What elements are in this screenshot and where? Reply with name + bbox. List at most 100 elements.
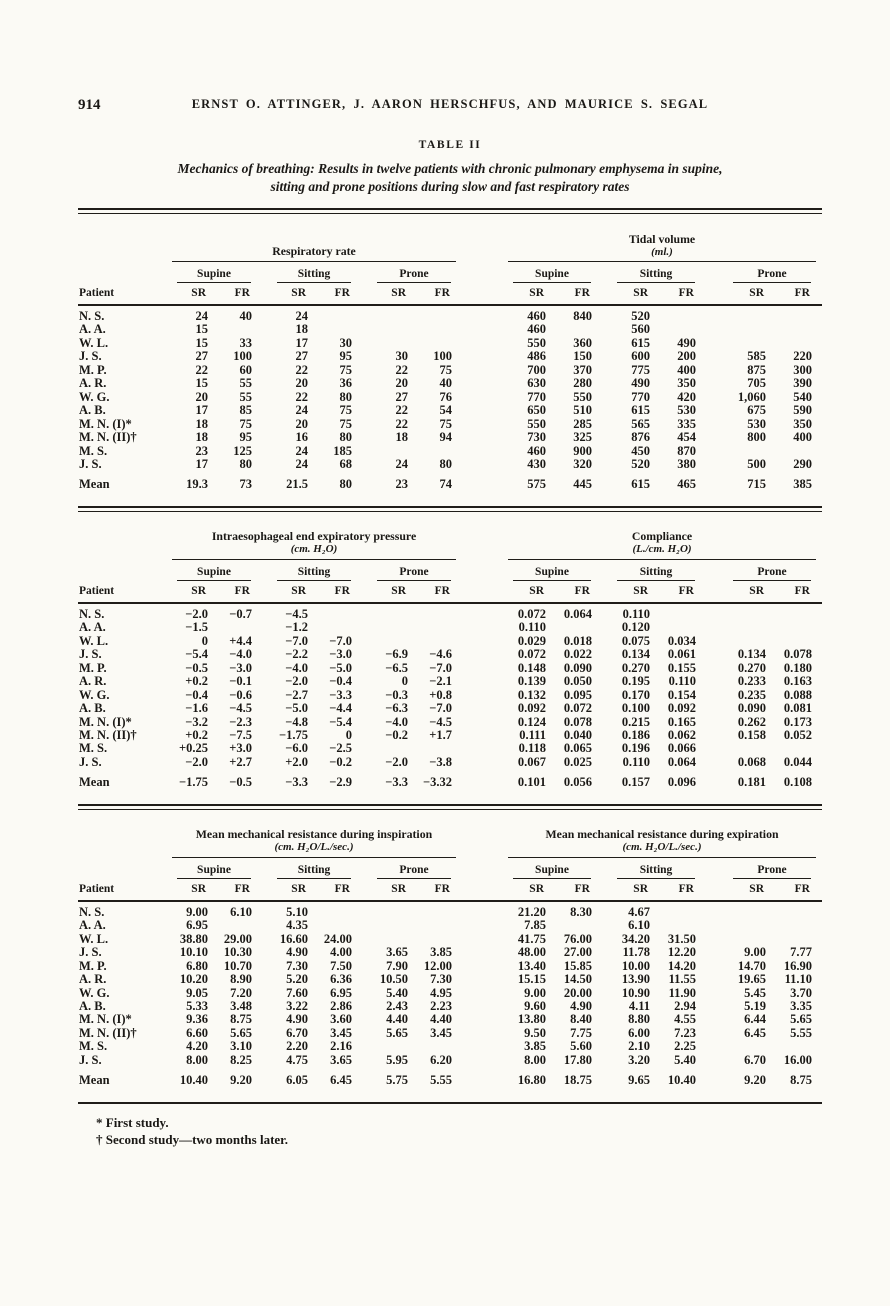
value-cell: 6.36 [330, 972, 352, 987]
spacer [258, 1027, 270, 1040]
value-cell: 80 [239, 456, 253, 471]
spacer [598, 337, 610, 350]
fr-header: FR [434, 584, 450, 597]
spacer [702, 946, 726, 959]
value-cell [726, 635, 772, 648]
value-cell [414, 1040, 458, 1053]
spacer [702, 364, 726, 377]
fr-header: FR [678, 584, 694, 597]
table-title-line1: Mechanics of breathing: Results in twelv… [177, 161, 723, 176]
value-cell: 6.00 [628, 1025, 650, 1040]
spacer [598, 702, 610, 715]
sr-header: SR [291, 882, 306, 895]
table-top-rule [78, 505, 822, 512]
patient-name: M. N. (I)* [79, 714, 132, 729]
spacer [258, 702, 270, 715]
value-cell: −2.9 [329, 775, 352, 790]
value-cell: 11.10 [784, 972, 812, 987]
value-cell: 770 [527, 389, 546, 404]
spacer [458, 776, 506, 789]
value-cell: 27 [395, 389, 409, 404]
value-cell: 2.94 [674, 998, 696, 1013]
value-cell: −7.0 [429, 701, 452, 716]
column-group-title: Compliance [631, 529, 693, 544]
value-cell [214, 323, 258, 336]
value-cell: 23 [195, 443, 209, 458]
value-cell: 8.30 [570, 904, 592, 919]
spacer [258, 404, 270, 417]
patient-name: A. R. [79, 674, 107, 689]
spacer [258, 776, 270, 789]
spacer [358, 1013, 370, 1026]
value-cell [772, 919, 818, 932]
spacer [702, 323, 726, 336]
spacer [598, 621, 610, 634]
value-cell: 15.85 [563, 958, 592, 973]
value-cell: −5.0 [329, 660, 352, 675]
value-cell: 7.75 [570, 1025, 592, 1040]
table-row: M. S. 23 125 24 185 460 900 450 870 [78, 443, 822, 458]
value-cell: 0.134 [621, 647, 650, 662]
spacer [258, 1000, 270, 1013]
position-header-prone: Prone [733, 268, 811, 283]
position-header-supine: Supine [513, 268, 591, 283]
value-cell: 55 [239, 376, 253, 391]
value-cell: 30 [395, 349, 409, 364]
value-cell: 150 [573, 349, 592, 364]
value-cell: +1.7 [429, 727, 452, 742]
value-cell: 14.50 [563, 972, 592, 987]
spacer [702, 933, 726, 946]
value-cell [726, 608, 772, 621]
table-body: N. S. 24 40 24 460 840 520 A. A. 15 18 460 560 W. L.… [78, 306, 822, 492]
value-cell: 0.262 [737, 714, 766, 729]
group-header-row: Mean mechanical resistance during inspir… [78, 817, 822, 858]
value-cell: 0.110 [668, 674, 696, 689]
spacer [258, 350, 270, 363]
value-cell: 36 [339, 376, 353, 391]
column-group-title: Intraesophageal end expiratory pressure [211, 529, 417, 544]
value-cell [656, 323, 702, 336]
value-cell: 20.00 [563, 985, 592, 1000]
spacer [458, 635, 506, 648]
value-cell: 10.00 [621, 958, 650, 973]
spacer [458, 1000, 506, 1013]
patient-name: M. N. (II)† [79, 430, 137, 445]
group-header-row: Respiratory rate Tidal volume (ml.) [78, 221, 822, 262]
value-cell [726, 310, 772, 323]
value-cell: 0.163 [783, 674, 812, 689]
spacer [458, 756, 506, 769]
table-row: J. S. 8.00 8.25 4.75 3.65 5.95 6.20 8.00 17.80 3.… [78, 1053, 822, 1067]
spacer [258, 458, 270, 471]
spacer [702, 458, 726, 471]
value-cell: 15 [195, 335, 209, 350]
value-cell: 41.75 [517, 931, 546, 946]
table-top-rule [78, 803, 822, 810]
fr-header: FR [574, 882, 590, 895]
spacer [702, 445, 726, 458]
spacer [458, 946, 506, 959]
value-cell: 100 [233, 349, 252, 364]
value-cell: 75 [339, 362, 353, 377]
value-cell: 5.33 [186, 998, 208, 1013]
value-cell: −2.5 [329, 741, 352, 756]
value-cell: 10.20 [179, 972, 208, 987]
table-section: Mean mechanical resistance during inspir… [78, 803, 822, 1088]
value-cell: 0.110 [622, 606, 650, 621]
value-cell: 6.44 [744, 1012, 766, 1027]
spacer [702, 1027, 726, 1040]
value-cell: −7.0 [329, 633, 352, 648]
spacer [358, 404, 370, 417]
spacer [702, 350, 726, 363]
value-cell: 6.10 [230, 904, 252, 919]
value-cell: 460 [527, 322, 546, 337]
value-cell: 0.148 [517, 660, 546, 675]
value-cell: 54 [439, 403, 453, 418]
value-cell: 1,060 [737, 389, 766, 404]
value-cell: 2.20 [286, 1039, 308, 1054]
column-group-left: Mean mechanical resistance during inspir… [172, 817, 456, 858]
value-cell: 0.155 [667, 660, 696, 675]
table-row: W. G. −0.4 −0.6 −2.7 −3.3 −0.3 +0.8 0.132 0.095 0… [78, 688, 822, 702]
value-cell: 5.19 [744, 998, 766, 1013]
table-row: A. B. 5.33 3.48 3.22 2.86 2.43 2.23 9.60 4.90 4.1… [78, 998, 822, 1013]
spacer [598, 1074, 610, 1087]
